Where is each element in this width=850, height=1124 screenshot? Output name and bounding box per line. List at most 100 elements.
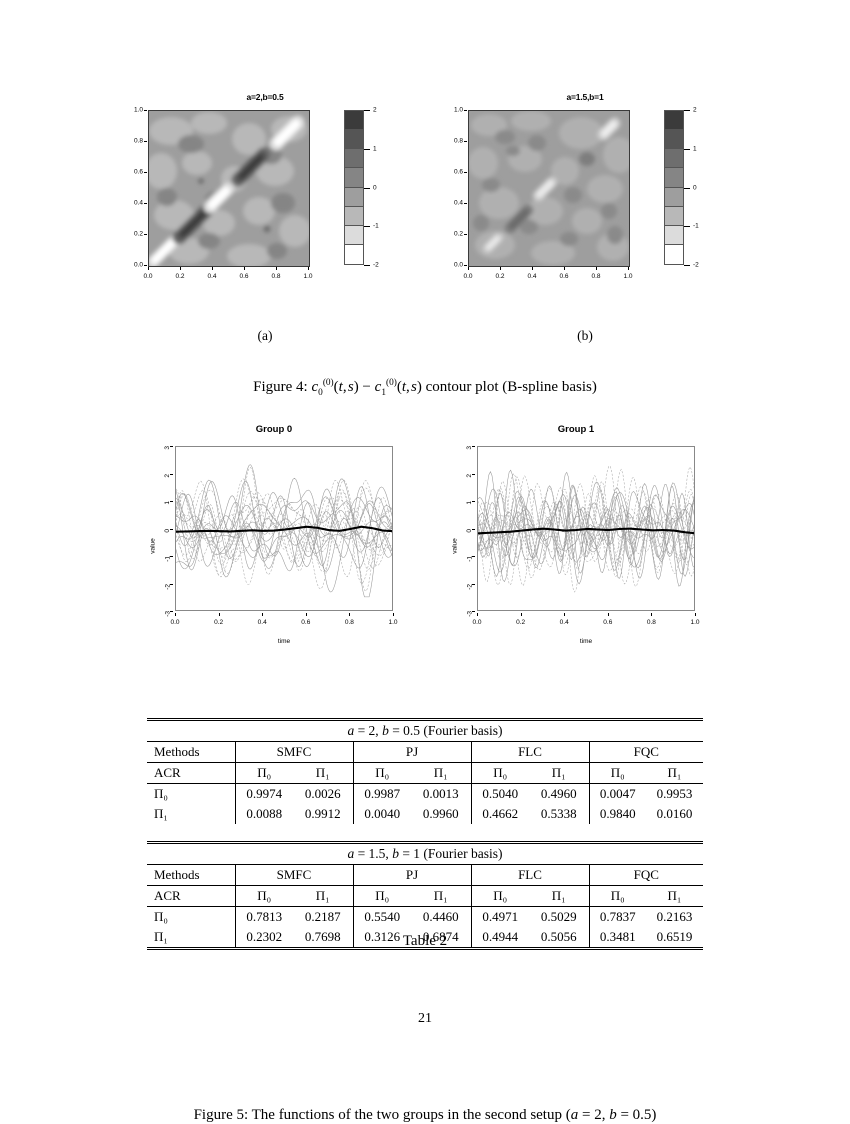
y-tick-mark bbox=[170, 611, 173, 612]
colorbar-labels-a: 2 1 0 -1 -2 bbox=[364, 107, 390, 269]
x-tick-label: 0.6 bbox=[603, 619, 613, 626]
x-tick-mark bbox=[305, 613, 307, 616]
x-tick-label: 0.8 bbox=[646, 619, 656, 626]
colorbar-tick-label: -2 bbox=[373, 261, 379, 269]
functional-curve bbox=[176, 508, 392, 562]
x-tick-mark bbox=[628, 267, 629, 270]
colorbar-tick-mark bbox=[684, 110, 690, 111]
y-tick-label: 0.8 bbox=[453, 137, 463, 145]
x-tick-mark bbox=[218, 613, 220, 616]
functional-curve bbox=[176, 480, 392, 593]
y-tick-label: 0.6 bbox=[453, 168, 463, 176]
y-axis-labels-b: 0.0 0.2 0.4 0.6 0.8 1.0 bbox=[445, 106, 467, 269]
y-tick-mark bbox=[170, 473, 173, 475]
functional-curve bbox=[478, 465, 694, 586]
functional-curve bbox=[176, 480, 392, 590]
figure-4: a=2,b=0.5 0.0 0.2 0.4 0.6 0.8 1.0 bbox=[0, 92, 850, 398]
colorbar-tick-mark bbox=[364, 187, 370, 189]
contour-plot-area-b bbox=[468, 110, 630, 267]
colorbar-band bbox=[665, 206, 683, 226]
colorbar-band bbox=[665, 225, 683, 245]
x-tick-label: 0.6 bbox=[559, 273, 569, 280]
y-tick-label: 0.8 bbox=[133, 137, 143, 145]
colorbar-band bbox=[665, 168, 683, 188]
contour-plot-area-a bbox=[148, 110, 310, 267]
group-xlabel-1: time bbox=[579, 638, 593, 645]
y-tick-mark bbox=[144, 141, 147, 142]
functional-curve bbox=[478, 488, 694, 579]
figure-5-caption: Figure 5: The functions of the two group… bbox=[0, 1107, 850, 1124]
method-header-smfc: SMFC bbox=[234, 741, 353, 763]
table-acr-header-row: ACR Π₀ Π₁ Π₀ Π₁ Π₀ Π₁ Π₀ Π₁ bbox=[147, 885, 703, 907]
x-tick-mark bbox=[393, 613, 394, 616]
group-y-ticks-0: 3 2 1 0 -1 -2 -3 bbox=[153, 446, 173, 617]
y-tick-mark bbox=[464, 172, 467, 173]
x-tick-mark bbox=[564, 267, 565, 270]
colorbar-tick-label: 1 bbox=[373, 145, 377, 153]
colorbar-tick-mark bbox=[364, 226, 370, 228]
x-tick-label: 1.0 bbox=[388, 619, 398, 626]
functional-curve bbox=[176, 479, 392, 572]
colorbar-tick-mark bbox=[684, 187, 690, 189]
x-tick-label: 0.2 bbox=[495, 273, 505, 280]
y-tick-mark bbox=[144, 172, 147, 173]
x-tick-label: 1.0 bbox=[303, 273, 313, 280]
figure-4-caption-formula: c0(0)(t, s) − c1(0)(t, s) bbox=[311, 378, 426, 398]
y-tick-mark bbox=[144, 110, 147, 111]
group-xlabel-0: time bbox=[277, 638, 291, 645]
functional-curve bbox=[478, 481, 694, 582]
y-tick-label: 1.0 bbox=[453, 106, 463, 114]
table-row: Π₀ 0.7813 0.2187 0.5540 0.4460 0.4971 0.5029 0.… bbox=[147, 906, 703, 927]
subcaption-a: (a) bbox=[257, 328, 273, 343]
method-header-flc: FLC bbox=[470, 741, 589, 763]
x-tick-mark bbox=[564, 613, 566, 616]
data-cell: 0.4944 bbox=[470, 927, 529, 949]
colorbar-band bbox=[665, 187, 683, 207]
subheader-flc-1: Π₁ bbox=[529, 885, 589, 907]
data-cell: 0.7837 bbox=[588, 906, 646, 927]
x-tick-label: 0.8 bbox=[591, 273, 601, 280]
subheader-smfc-1: Π₁ bbox=[293, 762, 353, 784]
data-cell: 0.4460 bbox=[411, 906, 471, 927]
figure-5-caption-math: a = 2, b = 0.5 bbox=[570, 1107, 652, 1123]
functional-curve bbox=[176, 492, 392, 570]
colorbar-tick-label: -1 bbox=[373, 222, 379, 230]
data-cell: 0.4971 bbox=[470, 906, 529, 927]
colorbar-band bbox=[345, 206, 363, 226]
table-section-title-row: a = 2, b = 0.5 (Fourier basis) bbox=[147, 718, 703, 742]
x-axis-labels-b: 0.0 0.2 0.4 0.6 0.8 1.0 bbox=[463, 267, 633, 283]
x-tick-mark bbox=[607, 613, 609, 616]
method-header-flc: FLC bbox=[470, 864, 589, 886]
figure-5-caption-prefix: Figure 5: The functions of the two group… bbox=[193, 1107, 571, 1123]
x-tick-label: 0.4 bbox=[559, 619, 569, 626]
subheader-pj-1: Π₁ bbox=[411, 885, 471, 907]
data-cell: 0.7698 bbox=[304, 928, 341, 944]
row-label: Π₀ bbox=[147, 783, 235, 804]
group-title-1: Group 1 bbox=[557, 424, 595, 435]
colorbar-bands-b bbox=[664, 110, 684, 265]
table-row: Π₁ 0.0088 0.9912 0.0040 0.9960 0.4662 0.5338 0.… bbox=[147, 804, 703, 824]
figure-4-subcaptions: (a) (b) bbox=[0, 328, 850, 344]
functional-curve bbox=[176, 478, 392, 578]
row-label: Π₀ bbox=[147, 906, 235, 927]
data-cell: 0.0026 bbox=[293, 783, 353, 804]
colorbar-band bbox=[345, 168, 363, 188]
table-section-spacer bbox=[147, 824, 703, 843]
x-tick-mark bbox=[175, 613, 176, 616]
functional-curve bbox=[478, 492, 694, 568]
colorbar-tick-label: -1 bbox=[693, 222, 699, 230]
figure-5: Group 0 value 3 2 1 0 -1 -2 -3 0.0 0.2 0.4 0.6 0.8… bbox=[0, 424, 850, 1123]
data-cell: 0.7813 bbox=[234, 906, 293, 927]
x-tick-mark bbox=[500, 267, 501, 270]
table-methods-header-row: Methods SMFC PJ FLC FQC bbox=[147, 741, 703, 763]
subheader-flc-1: Π₁ bbox=[529, 762, 589, 784]
colorbar-bands-a bbox=[344, 110, 364, 265]
data-cell: 0.3126 bbox=[352, 927, 411, 949]
data-cell: 0.5029 bbox=[529, 906, 589, 927]
group-curves-1 bbox=[478, 465, 694, 593]
contour-image-a bbox=[149, 111, 309, 266]
functional-curve bbox=[478, 483, 694, 577]
data-cell: 0.6874 bbox=[422, 928, 459, 944]
group-x-ticks-0: 0.0 0.2 0.4 0.6 0.8 1.0 bbox=[170, 613, 398, 629]
functional-curve bbox=[176, 489, 392, 574]
